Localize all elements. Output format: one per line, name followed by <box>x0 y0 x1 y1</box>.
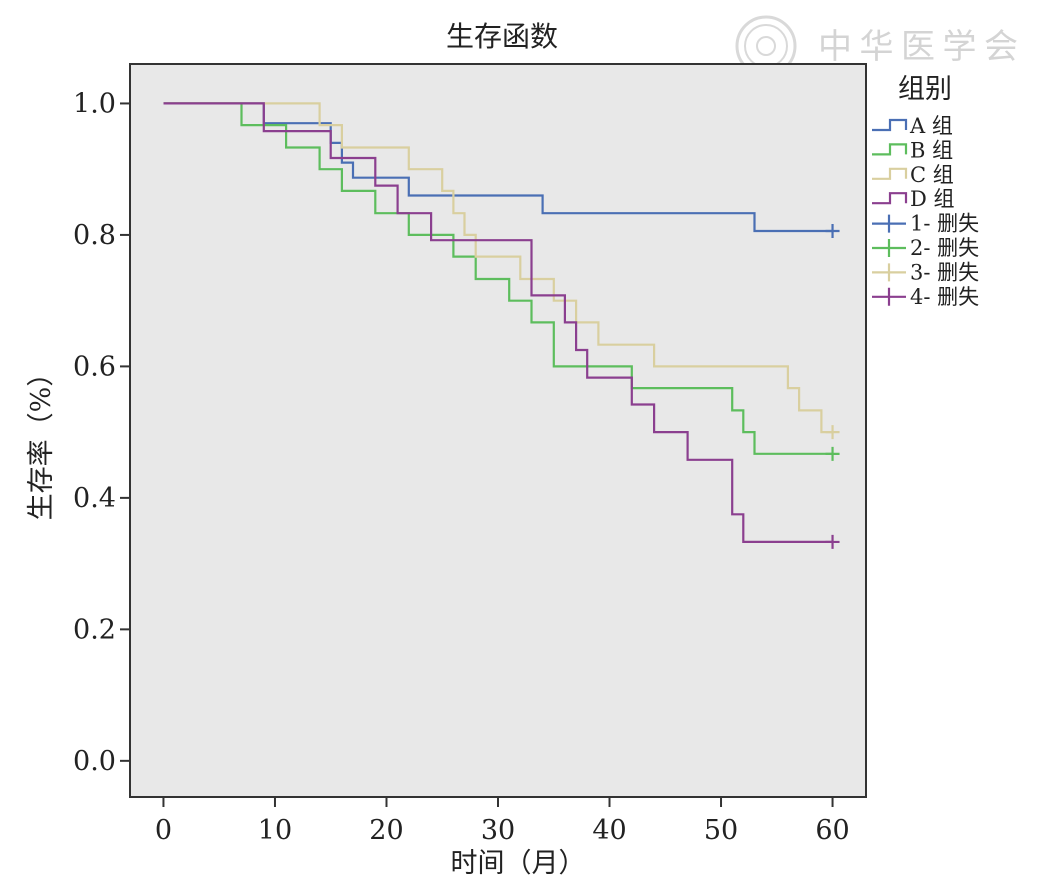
series-line-4 <box>163 102 833 543</box>
legend-censor-label: 4- 删失 <box>910 285 979 309</box>
watermark: 中华医学会 <box>735 15 1018 77</box>
legend-step-swatch <box>872 118 908 132</box>
legend-step-swatch <box>872 143 908 156</box>
watermark-text: 中华医学会 <box>818 27 1018 67</box>
legend-series-label: C 组 <box>910 163 954 187</box>
y-axis-label: 生存率（%） <box>26 360 57 521</box>
series-line-3 <box>163 102 833 434</box>
y-tick-label: 0.0 <box>73 746 116 777</box>
y-tick-label: 0.2 <box>73 614 116 645</box>
x-tick-label: 10 <box>258 815 292 846</box>
x-axis-label: 时间（月） <box>451 848 586 879</box>
legend-step-swatch <box>872 167 908 180</box>
legend: A 组B 组C 组D 组1- 删失2- 删失3- 删失4- 删失 <box>872 114 979 309</box>
censor-mark-2 <box>825 446 840 461</box>
x-tick-label: 50 <box>704 815 738 846</box>
y-tick-label: 0.6 <box>73 351 116 382</box>
x-tick-label: 20 <box>369 815 403 846</box>
x-tick-label: 30 <box>481 815 515 846</box>
legend-censor-label: 1- 删失 <box>910 212 979 236</box>
y-tick-label: 0.8 <box>73 220 116 251</box>
legend-title: 组别 <box>898 74 952 105</box>
series-line-1 <box>163 102 833 233</box>
legend-series-label: A 组 <box>909 114 953 138</box>
legend-censor-label: 3- 删失 <box>910 260 979 284</box>
series-line-2 <box>163 102 833 455</box>
y-axis: 0.0 0.2 0.4 0.6 0.8 1.0 <box>73 88 130 777</box>
censor-mark-3 <box>825 425 840 440</box>
legend-censor-swatch <box>872 214 906 233</box>
censor-mark-1 <box>825 223 840 238</box>
x-tick-label: 60 <box>815 815 849 846</box>
y-tick-label: 0.4 <box>73 483 116 514</box>
legend-series-label: B 组 <box>910 138 953 162</box>
x-axis: 0 10 20 30 40 50 60 <box>155 797 850 846</box>
legend-censor-swatch <box>872 263 906 282</box>
legend-step-swatch <box>872 192 908 205</box>
legend-censor-label: 2- 删失 <box>910 236 979 260</box>
series-layer <box>163 102 840 549</box>
censor-mark-4 <box>825 534 840 549</box>
plot-area <box>129 63 867 798</box>
x-tick-label: 40 <box>592 815 626 846</box>
legend-series-label: D 组 <box>910 187 955 211</box>
chart-title: 生存函数 <box>446 20 558 53</box>
x-tick-label: 0 <box>155 815 172 846</box>
legend-censor-swatch <box>872 287 906 306</box>
legend-censor-swatch <box>872 239 906 257</box>
y-tick-label: 1.0 <box>73 88 116 119</box>
